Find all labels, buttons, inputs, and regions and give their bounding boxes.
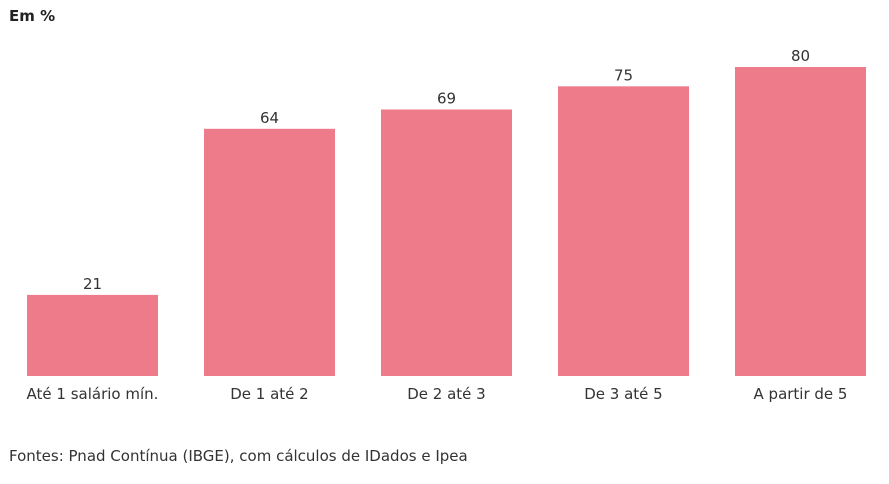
source-note: Fontes: Pnad Contínua (IBGE), com cálcul…	[9, 447, 468, 465]
bar-value-label-4: 80	[791, 47, 810, 65]
bar-4	[735, 67, 866, 376]
bar-2	[381, 109, 512, 377]
unit-label: Em %	[9, 7, 56, 25]
category-label-2: De 2 até 3	[407, 385, 485, 403]
bar-1	[204, 128, 335, 376]
category-label-0: Até 1 salário mín.	[27, 385, 159, 403]
category-label-3: De 3 até 5	[584, 385, 662, 403]
bar-3	[558, 86, 689, 376]
bar-value-label-1: 64	[260, 109, 279, 127]
bar-value-label-2: 69	[437, 89, 456, 107]
bar-chart: 21 Até 1 salário mín. 64 De 1 até 2 69 De 2 a…	[27, 47, 866, 403]
bar-value-label-3: 75	[614, 66, 633, 84]
category-label-1: De 1 até 2	[230, 385, 308, 403]
bar-0	[27, 294, 158, 376]
category-label-4: A partir de 5	[754, 385, 848, 403]
bar-value-label-0: 21	[83, 275, 102, 293]
